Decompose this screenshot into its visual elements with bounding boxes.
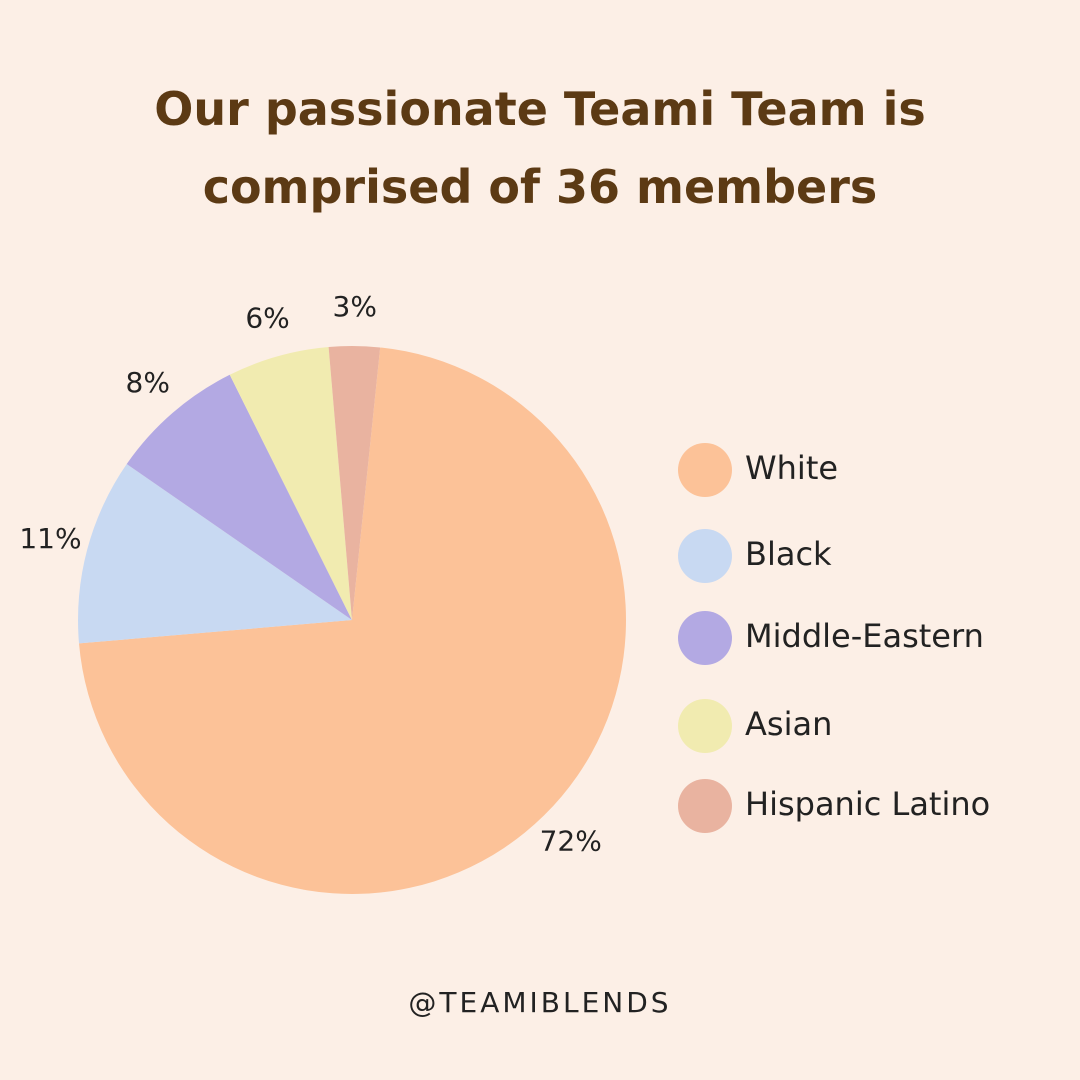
legend-label: Hispanic Latino: [745, 785, 990, 823]
legend-label: Middle-Eastern: [745, 617, 984, 655]
data-label: 8%: [126, 366, 170, 399]
legend-swatch: [678, 699, 732, 753]
data-label: 3%: [333, 290, 377, 323]
chart-title: Our passionate Teami Team is comprised o…: [154, 82, 926, 214]
data-label: 72%: [540, 825, 602, 858]
pie-slice: [229, 347, 352, 620]
data-label: 11%: [19, 522, 81, 555]
legend-swatch: [678, 443, 732, 497]
legend-swatch: [678, 529, 732, 583]
legend-label: White: [745, 449, 838, 487]
data-label: 6%: [245, 302, 289, 335]
footer: @TEAMIBLENDS: [408, 986, 671, 1019]
legend-swatch: [678, 779, 732, 833]
legend-swatch: [678, 611, 732, 665]
legend-label: Asian: [745, 705, 832, 743]
pie-slice: [78, 464, 353, 644]
pie-slice: [79, 347, 626, 894]
pie-slice: [126, 374, 352, 620]
legend-label: Black: [745, 535, 832, 573]
pie-slice: [328, 345, 381, 620]
